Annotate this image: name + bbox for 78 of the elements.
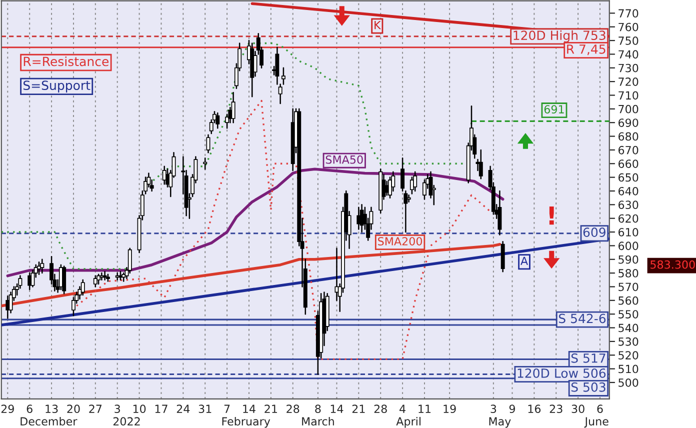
x-tick-label: 7 (224, 404, 230, 413)
x-tick-label: 4 (400, 404, 406, 413)
ref-line-label: S 517 (571, 353, 606, 363)
y-tick-label: 760 (618, 22, 638, 32)
y-tick-label: 600 (618, 242, 638, 250)
x2-tick-label: December (20, 416, 78, 426)
y-tick-label: 660 (618, 160, 638, 168)
y-tick-label: 540 (618, 324, 638, 332)
annotation: ! (549, 206, 554, 225)
y-tick-label: 550 (618, 310, 638, 318)
series-label: K (374, 20, 382, 30)
y-tick-label: 630 (618, 200, 638, 210)
x-tick-label: 6 (26, 404, 32, 414)
ref-line-label: S 542-6 (558, 314, 606, 324)
series-label: SMA50 (326, 155, 363, 164)
x-tick-label: 8 (315, 404, 321, 414)
x2-tick-label: March (302, 416, 334, 426)
ref-line-label: S 503 (571, 382, 606, 392)
x-tick-label: 17 (155, 404, 168, 413)
x-tick-label: 6 (597, 404, 603, 414)
ref-line-label: 120D High 753 (514, 30, 606, 42)
annotation: S=Support (23, 80, 90, 92)
y-tick-label: 520 (618, 351, 638, 360)
annotation: R=Resistance (24, 56, 109, 66)
x-tick-label: 24 (176, 404, 190, 413)
y-tick-label: 620 (618, 214, 638, 223)
series-label: A (520, 256, 528, 265)
x-tick-label: 3 (114, 404, 120, 414)
ref-line-label: 609 (583, 228, 606, 238)
x-tick-label: 19 (444, 404, 456, 414)
x2-tick-label: February (222, 416, 270, 428)
y-tick-label: 570 (618, 282, 638, 292)
y-tick-label: 670 (618, 146, 638, 154)
x-tick-label: 20 (67, 404, 80, 414)
x2-tick-label: April (396, 416, 420, 428)
y-tick-label: 530 (618, 337, 638, 346)
x-tick-label: 21 (264, 404, 277, 413)
x-tick-label: 14 (243, 404, 256, 413)
y-tick-label: 690 (618, 118, 638, 127)
series-label: SMA200 (378, 237, 422, 246)
x-tick-label: 29 (1, 404, 14, 414)
x-tick-label: 13 (46, 404, 58, 414)
y-tick-label: 510 (618, 364, 638, 374)
y-tick-label: 590 (618, 255, 638, 264)
x-tick-label: 30 (572, 404, 584, 414)
y-tick-label: 700 (618, 104, 638, 114)
x-tick-label: 14 (330, 404, 344, 413)
x-tick-label: 31 (198, 404, 212, 414)
y-tick-label: 770 (618, 9, 638, 18)
x-tick-label: 10 (133, 404, 146, 414)
x2-tick-label: May (489, 417, 511, 428)
y-tick-label: 500 (618, 378, 638, 387)
y-tick-label: 580 (618, 269, 638, 278)
x-tick-label: 27 (89, 404, 102, 413)
x-tick-label: 28 (286, 404, 300, 414)
y-tick-label: 610 (618, 228, 638, 236)
y-tick-label: 650 (618, 173, 638, 182)
x2-tick-label: 2022 (113, 417, 140, 426)
y-tick-label: 680 (618, 132, 638, 141)
x2-tick-label: June (584, 417, 608, 428)
y-tick-label: 750 (618, 36, 638, 45)
y-tick-label: 560 (618, 296, 638, 305)
x-tick-label: 28 (374, 404, 387, 414)
series-label: 691 (544, 105, 564, 114)
x-tick-label: 21 (352, 404, 365, 413)
y-tick-label: 710 (618, 91, 638, 100)
x-tick-label: 11 (418, 404, 431, 413)
y-tick-label: 640 (618, 186, 638, 196)
x-tick-label: 23 (550, 404, 562, 414)
y-tick-label: 740 (618, 50, 638, 59)
ref-line-label: R 7,45 (567, 44, 606, 56)
x-tick-label: 9 (509, 404, 515, 414)
x-tick-label: 3 (490, 404, 496, 414)
y-tick-label: 730 (618, 64, 638, 72)
ref-line-label: 120D Low 506 (518, 368, 606, 378)
y-tick-label: 720 (618, 78, 638, 86)
text: 583.300 (650, 260, 695, 269)
x-tick-label: 16 (528, 404, 541, 414)
